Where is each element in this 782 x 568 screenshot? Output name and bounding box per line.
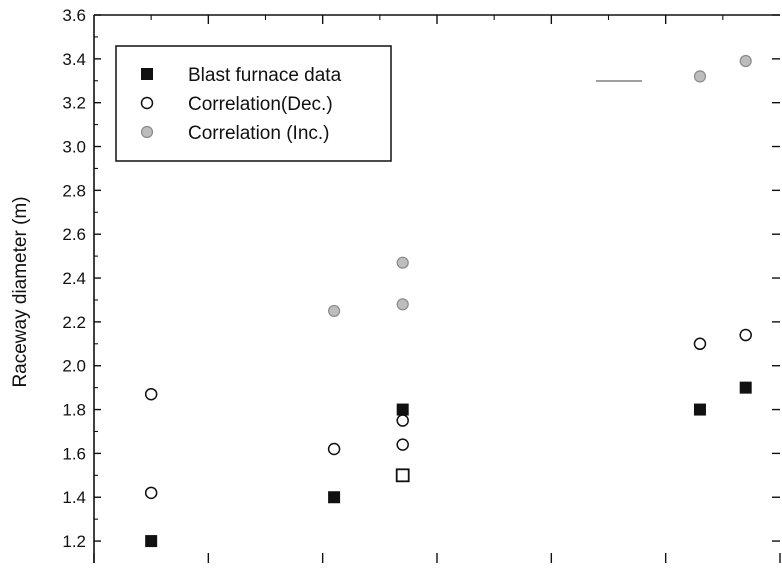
series-3-point [396,298,409,311]
y-tick-label: 2.8 [62,181,86,200]
y-tick-label: 1.8 [62,401,86,420]
series-1-point [739,381,752,394]
series-3-point [693,70,707,83]
legend-marker [140,96,154,110]
legend-box [115,45,392,162]
data-points [144,54,752,548]
series-2-point [739,328,752,342]
legend-label: Blast furnace data [188,65,342,86]
series-1-point [328,491,341,504]
y-tick-label: 3.4 [62,50,86,69]
y-tick-label: 2.6 [62,225,86,244]
y-ticks: 1.2 1.4 1.6 1.8 2.0 2.2 2.4 2.6 2.8 3.0 3.2 3.4 3.6 [62,6,780,551]
series-1-point [693,403,706,416]
y-tick-label: 2.0 [62,357,86,376]
series-1-point [145,535,158,548]
legend-marker [141,68,153,80]
legend: Blast furnace data Correlation(Dec.) Corre… [115,45,392,162]
y-tick-label: 2.2 [62,313,86,332]
y-axis-label: Raceway diameter (m) [10,196,31,387]
y-tick-label: 1.2 [62,532,86,551]
legend-label: Correlation (Inc.) [188,123,330,144]
series-3-point [328,304,341,318]
series-2-point [693,337,707,351]
series-2-point [144,387,158,401]
series-2-point [396,438,409,451]
legend-marker [140,125,154,139]
y-tick-label: 3.2 [62,94,86,113]
open-square-point [395,468,410,483]
series-1-point [396,403,409,416]
series-2-point [396,414,409,427]
series-2-point [144,486,158,500]
y-tick-label: 2.4 [62,269,86,288]
y-tick-label: 1.6 [62,444,86,463]
legend-label: Correlation(Dec.) [188,94,333,115]
y-tick-label: 3.6 [62,6,86,25]
y-tick-label: 3.0 [62,138,86,157]
series-3-point [396,256,409,269]
series-3-point [739,54,752,68]
x-ticks [93,15,781,563]
y-tick-label: 1.4 [62,488,86,507]
series-2-point [327,442,341,456]
